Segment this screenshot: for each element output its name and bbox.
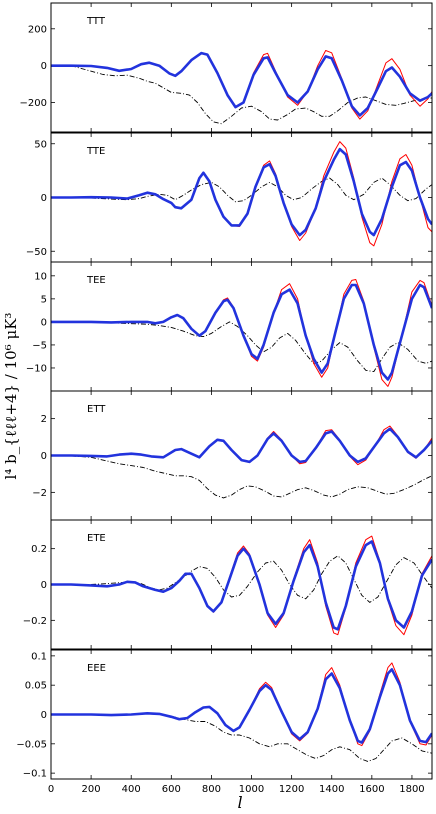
series-dashdot (51, 455, 432, 499)
y-tick-label: −0.2 (23, 616, 47, 627)
panel-ete: −0.2 0 0.2 ETE (23, 519, 433, 650)
x-axis-ticks: 0 200 400 600 800 1000 1200 1400 1600 1800 (48, 784, 425, 795)
series-thin (51, 662, 432, 747)
panel-label: ETE (87, 533, 106, 544)
y-tick-label: 5 (41, 294, 47, 305)
panel-eee: −0.1 −0.05 0 0.05 0.1 EEE (16, 649, 433, 780)
series-thick (51, 51, 432, 117)
x-tick-label: 1600 (359, 784, 384, 795)
panel-ttt: −200 0 200 TTT (20, 2, 433, 133)
y-tick-label: −0.1 (23, 769, 47, 780)
x-tick-label: 1200 (279, 784, 304, 795)
y-axis-label: l⁴ b_{ℓℓℓ+4} / 10⁶ μK³ (2, 313, 20, 480)
series-thick (51, 147, 432, 237)
y-tick-label: −0.05 (16, 739, 47, 750)
y-tick-label: 0.1 (31, 651, 47, 662)
panel-frame (50, 519, 433, 650)
panel-frame (50, 649, 433, 780)
y-tick-label: −50 (26, 247, 47, 258)
y-tick-label: 0 (41, 710, 47, 721)
series-thick (51, 540, 432, 631)
series-thick (51, 283, 432, 381)
panel-label: ETT (87, 404, 106, 415)
series-thin (51, 50, 432, 120)
panel-label: TTT (86, 16, 106, 27)
y-tick-label: 50 (34, 139, 47, 150)
y-tick-label: 0 (41, 580, 47, 591)
series-dashdot (51, 713, 432, 762)
y-tick-label: 0.05 (25, 681, 47, 692)
panel-ett: −2 0 2 ETT (32, 390, 433, 521)
x-tick-label: 0 (48, 784, 54, 795)
y-tick-label: 0.2 (31, 544, 47, 555)
x-tick-label: 1000 (239, 784, 264, 795)
panel-frame (50, 2, 433, 133)
y-tick-label: −5 (32, 340, 47, 351)
x-axis-label: l (237, 793, 242, 812)
panel-tee: −10 −5 0 5 10 TEE (26, 261, 433, 392)
x-tick-label: 600 (162, 784, 181, 795)
x-tick-label: 800 (202, 784, 221, 795)
series-thick (51, 668, 432, 744)
series-dashdot (51, 65, 432, 125)
y-tick-label: 0 (41, 317, 47, 328)
y-tick-label: 0 (41, 451, 47, 462)
x-tick-label: 1800 (399, 784, 424, 795)
y-tick-label: 2 (41, 414, 47, 425)
x-tick-label: 1400 (319, 784, 344, 795)
series-dashdot (51, 321, 432, 373)
x-tick-label: 400 (122, 784, 141, 795)
y-tick-label: 10 (34, 271, 47, 282)
series-dashdot (51, 555, 432, 603)
y-tick-label: 0 (41, 193, 47, 204)
series-thick (51, 427, 432, 464)
y-tick-label: 0 (41, 61, 47, 72)
y-tick-label: −2 (32, 488, 47, 499)
panel-tte: −50 0 50 TTE (26, 132, 433, 263)
y-tick-label: −200 (20, 98, 47, 109)
x-tick-label: 200 (82, 784, 101, 795)
panel-label: EEE (87, 663, 106, 674)
series-dashdot (51, 177, 432, 203)
panel-label: TTE (86, 146, 105, 157)
panel-label: TEE (86, 275, 106, 286)
y-tick-label: 200 (28, 24, 47, 35)
y-tick-label: −10 (26, 363, 47, 374)
